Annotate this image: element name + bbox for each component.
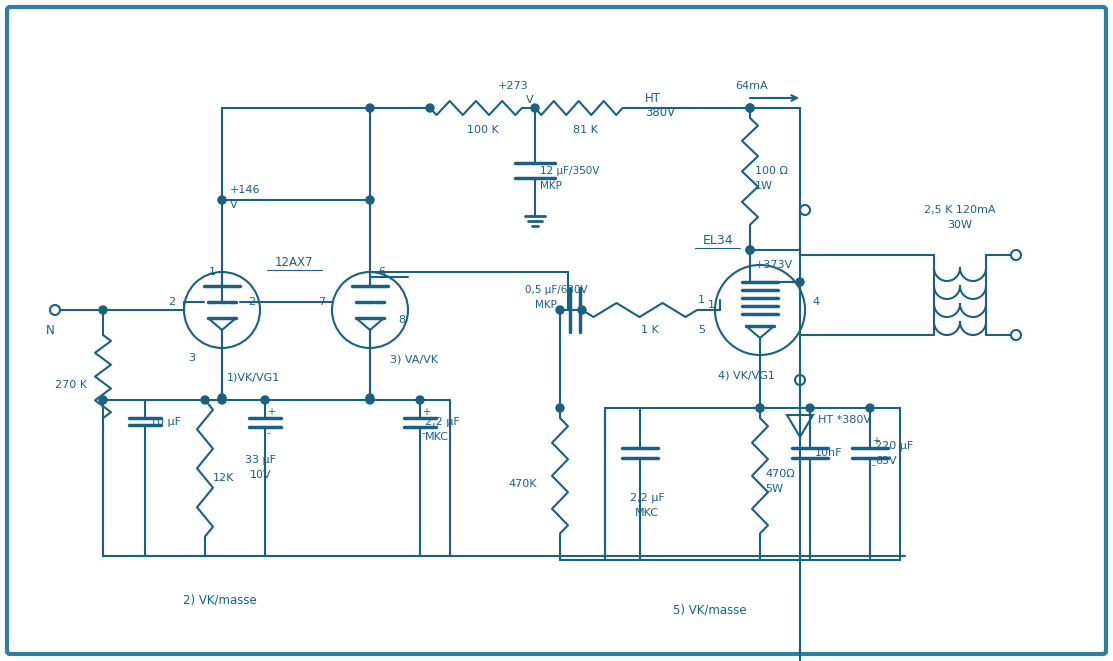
Text: +: + — [267, 407, 275, 417]
FancyBboxPatch shape — [7, 7, 1106, 654]
Circle shape — [366, 104, 374, 112]
Text: 30W: 30W — [947, 220, 973, 230]
Text: 8: 8 — [398, 315, 405, 325]
Text: 100 Ω: 100 Ω — [755, 166, 788, 176]
Text: 5) VK/masse: 5) VK/masse — [673, 603, 747, 617]
Text: HT *380V: HT *380V — [818, 415, 871, 425]
Text: 33 µF: 33 µF — [245, 455, 276, 465]
Text: +: + — [422, 407, 430, 417]
Text: MKP: MKP — [535, 300, 556, 310]
Text: 6: 6 — [378, 267, 385, 277]
Circle shape — [366, 396, 374, 404]
Text: -: - — [267, 428, 270, 438]
Text: 7: 7 — [318, 297, 326, 307]
Text: 270 K: 270 K — [55, 380, 87, 390]
Text: 380V: 380V — [646, 106, 676, 120]
Text: +373V: +373V — [755, 260, 794, 270]
Text: 5: 5 — [698, 325, 705, 335]
Text: 81 K: 81 K — [572, 125, 598, 135]
Circle shape — [366, 196, 374, 204]
Text: 12K: 12K — [213, 473, 235, 483]
Text: 64mA: 64mA — [735, 81, 768, 91]
Text: 10V: 10V — [250, 470, 272, 480]
Circle shape — [262, 396, 269, 404]
Circle shape — [806, 404, 814, 412]
Text: MKP: MKP — [540, 181, 562, 191]
Text: 63V: 63V — [875, 456, 897, 466]
Circle shape — [416, 396, 424, 404]
Text: HT: HT — [646, 91, 661, 104]
Text: -: - — [422, 428, 425, 438]
Circle shape — [218, 196, 226, 204]
Text: 2: 2 — [248, 297, 256, 307]
Circle shape — [756, 404, 764, 412]
Text: +146: +146 — [230, 185, 260, 195]
Text: 1 K: 1 K — [641, 325, 659, 335]
Text: 1)VK/VG1: 1)VK/VG1 — [227, 373, 280, 383]
Text: 220 µF: 220 µF — [875, 441, 914, 451]
Circle shape — [746, 104, 754, 112]
Circle shape — [556, 404, 564, 412]
Circle shape — [366, 394, 374, 402]
Circle shape — [531, 104, 539, 112]
Circle shape — [99, 396, 107, 404]
Text: 3) VA/VK: 3) VA/VK — [390, 355, 439, 365]
Text: MKC: MKC — [425, 432, 449, 442]
Circle shape — [796, 278, 804, 286]
Text: V: V — [526, 95, 534, 105]
Text: 12 µF/350V: 12 µF/350V — [540, 166, 600, 176]
Text: 10nF: 10nF — [815, 448, 843, 458]
Circle shape — [746, 104, 754, 112]
Circle shape — [556, 306, 564, 314]
Text: 4: 4 — [812, 297, 819, 307]
Text: V: V — [230, 200, 237, 210]
Circle shape — [866, 404, 874, 412]
Text: 12AX7: 12AX7 — [275, 256, 313, 268]
Circle shape — [746, 246, 754, 254]
Text: MKC: MKC — [636, 508, 659, 518]
Text: EL34: EL34 — [702, 233, 733, 247]
Text: 470K: 470K — [508, 479, 536, 489]
Text: 1: 1 — [208, 267, 216, 277]
Circle shape — [426, 104, 434, 112]
Text: -: - — [871, 460, 876, 470]
Text: 2: 2 — [168, 297, 176, 307]
Text: 100 K: 100 K — [466, 125, 499, 135]
Text: 10 µF: 10 µF — [150, 417, 181, 427]
Circle shape — [218, 394, 226, 402]
Text: 2) VK/masse: 2) VK/masse — [184, 594, 257, 607]
Text: 1: 1 — [698, 295, 705, 305]
Text: N: N — [46, 323, 55, 336]
Circle shape — [756, 404, 764, 412]
Text: 0,5 µF/630V: 0,5 µF/630V — [525, 285, 588, 295]
Circle shape — [578, 306, 587, 314]
Text: +: + — [871, 436, 880, 446]
Circle shape — [746, 246, 754, 254]
Text: 470Ω: 470Ω — [765, 469, 795, 479]
Circle shape — [201, 396, 209, 404]
Text: 4) VK/VG1: 4) VK/VG1 — [718, 370, 775, 380]
Text: 2,5 K 120mA: 2,5 K 120mA — [924, 205, 996, 215]
Text: +273: +273 — [498, 81, 529, 91]
Text: 5W: 5W — [765, 484, 784, 494]
Text: 2,2 µF: 2,2 µF — [425, 417, 460, 427]
Circle shape — [99, 306, 107, 314]
Text: 3: 3 — [188, 353, 196, 363]
Circle shape — [218, 396, 226, 404]
Text: 1W: 1W — [755, 181, 774, 191]
Text: 1: 1 — [708, 300, 715, 310]
Text: 2,2 µF: 2,2 µF — [630, 493, 664, 503]
